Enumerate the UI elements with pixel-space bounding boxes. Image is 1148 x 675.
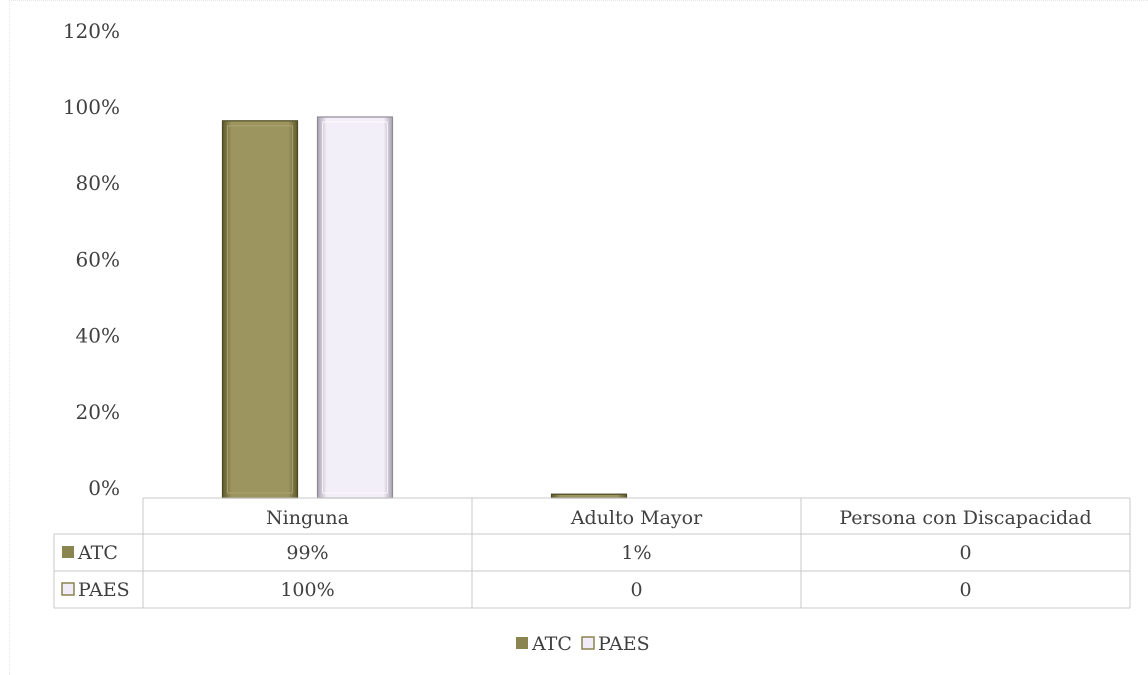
table-header-cell: Adulto Mayor — [570, 507, 703, 529]
table-header-cell: Persona con Discapacidad — [839, 507, 1091, 529]
bar-atc-1 — [550, 493, 628, 499]
table-cell-value: 0 — [959, 542, 971, 564]
bar-bevel — [322, 121, 388, 494]
table-cell-value: 99% — [286, 542, 328, 564]
y-tick-label: 80% — [76, 171, 120, 195]
bar-rect — [221, 120, 299, 499]
table-series-name: ATC — [77, 542, 118, 564]
data-table: Ninguna Adulto Mayor Persona con Discapaci… — [53, 497, 1131, 609]
y-tick-label: 0% — [88, 476, 120, 500]
bar-rect — [550, 493, 628, 499]
legend: ATC PAES — [516, 633, 650, 655]
y-tick-label: 20% — [76, 400, 120, 424]
y-tick-label: 60% — [76, 247, 120, 271]
y-tick-label: 100% — [63, 95, 120, 119]
bar-atc-0 — [221, 120, 299, 499]
legend-key-atc — [516, 637, 528, 649]
bar-bevel — [227, 125, 293, 494]
plot-area — [221, 116, 628, 499]
table-header-cell: Ninguna — [266, 507, 349, 529]
table-cell-value: 0 — [630, 579, 642, 601]
legend-label-paes: PAES — [598, 633, 650, 655]
table-legend-key — [62, 546, 74, 558]
legend-label-atc: ATC — [531, 633, 572, 655]
table-cell-value: 1% — [621, 542, 651, 564]
chart-frame — [9, 0, 1148, 675]
y-axis: 0% 20% 40% 60% 80% 100% 120% — [63, 19, 120, 500]
table-cell-value: 0 — [959, 579, 971, 601]
table-cell-value: 100% — [280, 579, 334, 601]
y-tick-label: 40% — [76, 324, 120, 348]
table-series-name: PAES — [78, 579, 130, 601]
legend-key-paes — [581, 636, 595, 650]
bar-rect — [316, 116, 394, 499]
y-tick-label: 120% — [63, 19, 120, 43]
bar-paes-0 — [316, 116, 394, 499]
table-legend-key — [61, 582, 75, 596]
